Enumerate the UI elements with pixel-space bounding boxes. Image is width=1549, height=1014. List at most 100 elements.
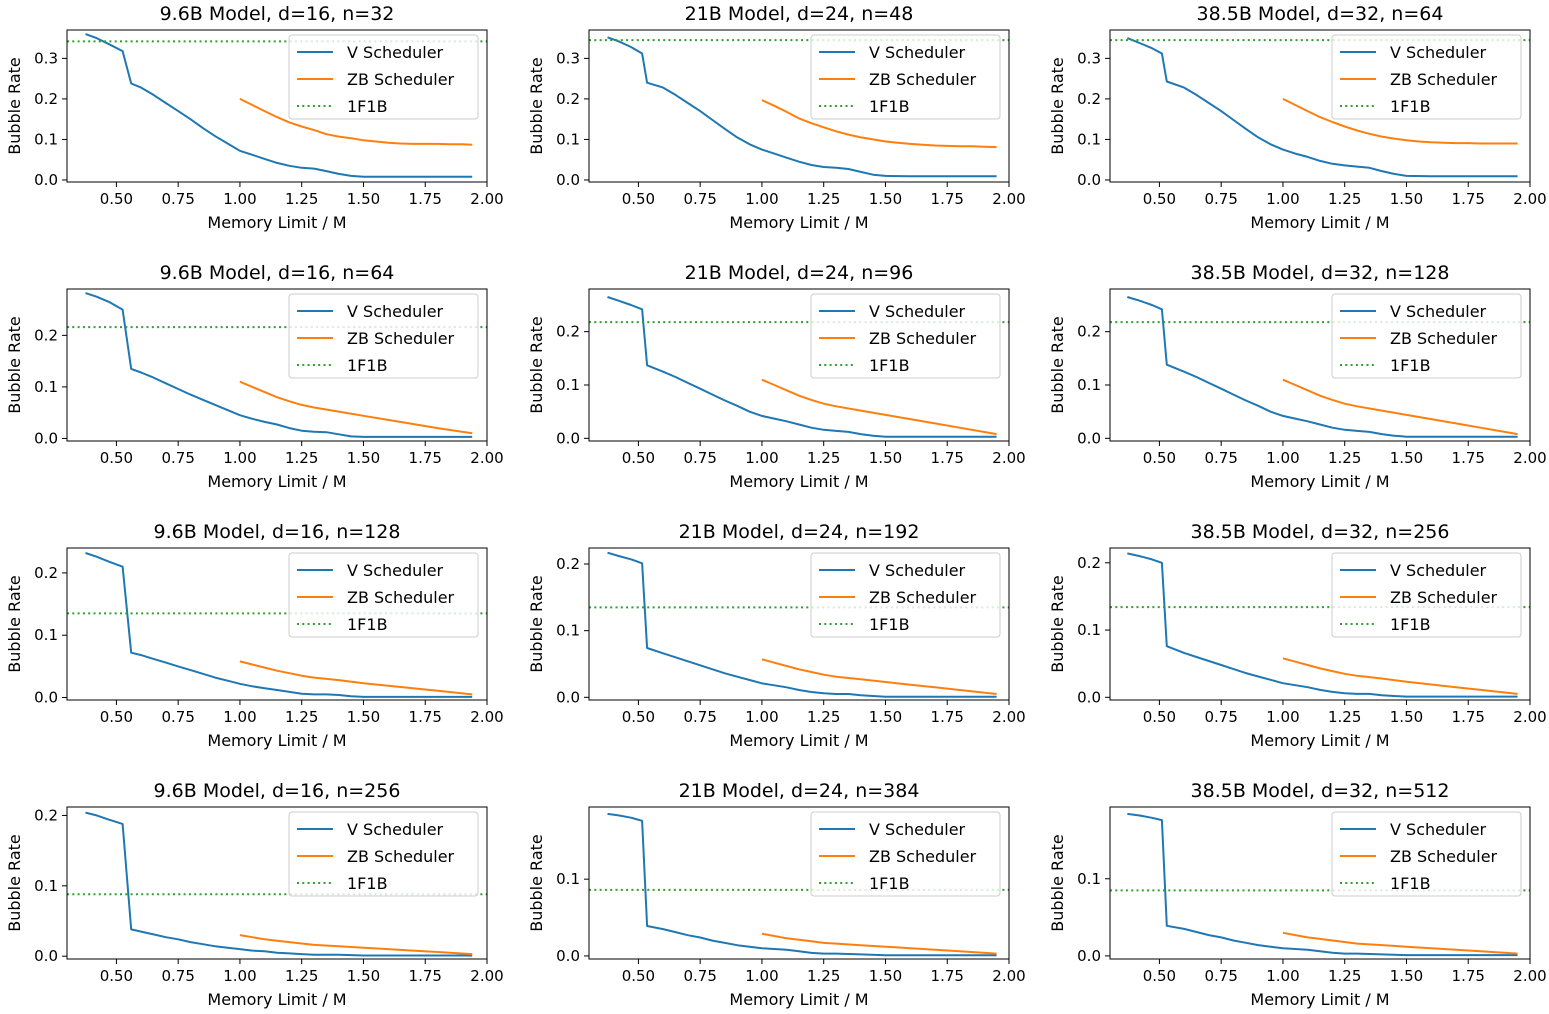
- legend: V Scheduler ZB Scheduler 1F1B: [288, 811, 479, 897]
- x-tick-label: 1.50: [1390, 449, 1423, 467]
- y-tick-label: 0.1: [556, 130, 580, 148]
- legend: V Scheduler ZB Scheduler 1F1B: [288, 34, 479, 120]
- x-tick-label: 1.75: [931, 190, 964, 208]
- series-v-scheduler-line: [1126, 37, 1518, 178]
- legend-box: [1331, 811, 1522, 897]
- legend-label: 1F1B: [869, 874, 910, 893]
- x-axis-label: Memory Limit / M: [207, 990, 346, 1009]
- x-tick-label: 2.00: [1513, 708, 1546, 726]
- x-axis-label: Memory Limit / M: [1250, 213, 1389, 232]
- y-axis-label: Bubble Rate: [527, 575, 546, 673]
- x-axis-label: Memory Limit / M: [1250, 990, 1389, 1009]
- legend-label: ZB Scheduler: [869, 70, 977, 89]
- x-tick-label: 1.50: [869, 708, 902, 726]
- x-tick-label: 1.00: [745, 449, 778, 467]
- series-v-scheduler-line: [85, 33, 473, 178]
- series-v-scheduler-line: [607, 812, 997, 957]
- y-axis-label: Bubble Rate: [527, 834, 546, 932]
- legend-box: [810, 34, 1001, 120]
- legend-label: V Scheduler: [1390, 43, 1487, 62]
- subplot-9: 0.50 0.75 1.00 1.25 1.50 1.75 2.00 0.0 0.1 0.2 38.…: [1048, 521, 1547, 750]
- x-tick-label: 0.50: [100, 708, 133, 726]
- x-axis-label: Memory Limit / M: [207, 213, 346, 232]
- x-tick-label: 1.25: [285, 190, 318, 208]
- subplot-6: 0.50 0.75 1.00 1.25 1.50 1.75 2.00 0.0 0.1 0.2 38.…: [1048, 262, 1547, 491]
- x-tick-label: 1.25: [1328, 449, 1361, 467]
- x-tick-label: 0.75: [161, 967, 194, 985]
- subplot-5: 0.50 0.75 1.00 1.25 1.50 1.75 2.00 0.0 0.1 0.2 21B…: [527, 262, 1026, 491]
- x-tick-label: 1.25: [285, 449, 318, 467]
- x-tick-label: 1.25: [807, 449, 840, 467]
- x-tick-label: 2.00: [470, 449, 503, 467]
- axes-frame: [1109, 288, 1531, 442]
- axes-frame: [66, 29, 488, 183]
- legend-label: V Scheduler: [347, 302, 444, 321]
- series-zb-scheduler-line: [761, 932, 997, 955]
- x-tick-label: 1.75: [931, 449, 964, 467]
- subplot-3: 0.50 0.75 1.00 1.25 1.50 1.75 2.00 0.0 0.1 0.2 0.3…: [1048, 3, 1547, 232]
- y-tick-label: 0.1: [556, 870, 580, 888]
- x-tick-label: 1.75: [409, 449, 442, 467]
- y-axis-label: Bubble Rate: [5, 316, 24, 414]
- y-tick-label: 0.1: [34, 130, 58, 148]
- subplot-title: 38.5B Model, d=32, n=64: [1197, 3, 1444, 25]
- x-tick-label: 0.50: [622, 967, 655, 985]
- series-v-scheduler-line: [1127, 812, 1518, 957]
- x-tick-label: 1.25: [285, 967, 318, 985]
- legend-label: V Scheduler: [869, 302, 966, 321]
- series-zb-scheduler-line: [1282, 931, 1518, 955]
- y-tick-label: 0.1: [1077, 376, 1101, 394]
- x-tick-label: 1.75: [1452, 967, 1485, 985]
- legend-box: [810, 293, 1001, 379]
- y-axis-label: Bubble Rate: [5, 575, 24, 673]
- x-tick-label: 1.00: [223, 708, 256, 726]
- y-axis-label: Bubble Rate: [527, 316, 546, 414]
- x-tick-label: 2.00: [992, 708, 1025, 726]
- legend: V Scheduler ZB Scheduler 1F1B: [1331, 552, 1522, 638]
- legend-label: ZB Scheduler: [869, 588, 977, 607]
- x-axis-label: Memory Limit / M: [729, 472, 868, 491]
- y-tick-label: 0.0: [1077, 171, 1101, 189]
- x-tick-label: 1.50: [347, 449, 380, 467]
- x-tick-label: 2.00: [470, 708, 503, 726]
- legend-box: [810, 552, 1001, 638]
- y-tick-label: 0.0: [556, 947, 580, 965]
- x-tick-label: 0.50: [1143, 449, 1176, 467]
- legend-label: V Scheduler: [1390, 302, 1487, 321]
- legend: V Scheduler ZB Scheduler 1F1B: [810, 34, 1001, 120]
- legend-label: ZB Scheduler: [1390, 847, 1498, 866]
- series-v-scheduler-line: [1127, 296, 1518, 438]
- legend-label: V Scheduler: [347, 43, 444, 62]
- legend-label: ZB Scheduler: [1390, 329, 1498, 348]
- legend-label: 1F1B: [1390, 615, 1431, 634]
- legend-label: ZB Scheduler: [1390, 70, 1498, 89]
- axes-frame: [588, 29, 1010, 183]
- axes-frame: [66, 288, 488, 442]
- series-v-scheduler-line: [85, 811, 473, 957]
- axes-frame: [66, 806, 488, 960]
- y-axis-label: Bubble Rate: [1048, 834, 1067, 932]
- x-tick-label: 1.00: [223, 190, 256, 208]
- y-tick-label: 0.1: [1077, 130, 1101, 148]
- y-tick-label: 0.0: [1077, 429, 1101, 447]
- x-tick-label: 1.50: [869, 190, 902, 208]
- series-zb-scheduler-line: [239, 98, 473, 146]
- y-tick-label: 0.2: [556, 555, 580, 573]
- x-tick-label: 1.25: [1328, 190, 1361, 208]
- x-tick-label: 0.75: [1204, 708, 1237, 726]
- y-tick-label: 0.3: [556, 49, 580, 67]
- x-tick-label: 1.25: [1328, 967, 1361, 985]
- legend-box: [810, 811, 1001, 897]
- legend-label: V Scheduler: [869, 820, 966, 839]
- legend-label: 1F1B: [869, 615, 910, 634]
- x-tick-label: 0.75: [683, 449, 716, 467]
- subplot-title: 9.6B Model, d=16, n=64: [160, 262, 395, 284]
- x-tick-label: 1.50: [347, 708, 380, 726]
- y-tick-label: 0.2: [34, 806, 58, 824]
- x-tick-label: 0.50: [1143, 190, 1176, 208]
- x-tick-label: 1.50: [347, 190, 380, 208]
- x-tick-label: 0.50: [100, 449, 133, 467]
- legend-box: [1331, 552, 1522, 638]
- x-tick-label: 1.25: [807, 967, 840, 985]
- legend-label: 1F1B: [1390, 97, 1431, 116]
